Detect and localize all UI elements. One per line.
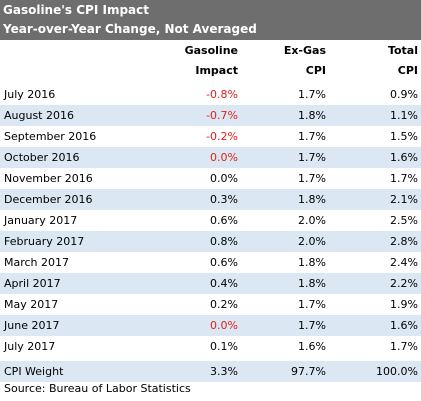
table-row: May 2017 0.2% 1.7% 1.9% — [0, 294, 421, 315]
table-row: December 2016 0.3% 1.8% 2.1% — [0, 189, 421, 210]
cell-total-cpi: 2.2% — [390, 277, 418, 290]
cell-total-cpi: 1.7% — [390, 340, 418, 353]
cell-gasoline-impact: 0.4% — [210, 277, 238, 290]
cell-gasoline-impact: 0.0% — [210, 151, 238, 164]
col-exgas-header-1: Ex-Gas — [283, 44, 326, 57]
cell-gasoline-impact: 0.8% — [210, 235, 238, 248]
cpi-weight-gasoline: 3.3% — [210, 365, 238, 378]
cell-gasoline-impact: 0.0% — [210, 319, 238, 332]
cpi-weight-total: 100.0% — [376, 365, 418, 378]
cell-gasoline-impact: -0.8% — [206, 88, 238, 101]
cell-exgas-cpi: 1.7% — [298, 151, 326, 164]
row-label: September 2016 — [4, 130, 97, 143]
table-row: October 2016 0.0% 1.7% 1.6% — [0, 147, 421, 168]
table-row: January 2017 0.6% 2.0% 2.5% — [0, 210, 421, 231]
cell-total-cpi: 1.6% — [390, 151, 418, 164]
col-total-header-2: CPI — [397, 64, 418, 77]
cell-total-cpi: 2.1% — [390, 193, 418, 206]
cell-total-cpi: 1.5% — [390, 130, 418, 143]
cell-exgas-cpi: 1.8% — [298, 193, 326, 206]
table-title: Gasoline's CPI Impact — [3, 3, 149, 17]
cell-exgas-cpi: 2.0% — [298, 235, 326, 248]
cell-exgas-cpi: 1.7% — [298, 172, 326, 185]
cell-gasoline-impact: 0.6% — [210, 256, 238, 269]
row-label: October 2016 — [4, 151, 80, 164]
cell-exgas-cpi: 1.8% — [298, 256, 326, 269]
cell-exgas-cpi: 1.7% — [298, 88, 326, 101]
cell-total-cpi: 1.7% — [390, 172, 418, 185]
cell-gasoline-impact: 0.0% — [210, 172, 238, 185]
table-row: September 2016 -0.2% 1.7% 1.5% — [0, 126, 421, 147]
cell-gasoline-impact: 0.2% — [210, 298, 238, 311]
cell-gasoline-impact: 0.3% — [210, 193, 238, 206]
table-row: March 2017 0.6% 1.8% 2.4% — [0, 252, 421, 273]
cell-total-cpi: 0.9% — [390, 88, 418, 101]
table-row: February 2017 0.8% 2.0% 2.8% — [0, 231, 421, 252]
cell-exgas-cpi: 1.7% — [298, 130, 326, 143]
cpi-weight-exgas: 97.7% — [291, 365, 326, 378]
row-label: March 2017 — [4, 256, 70, 269]
cell-total-cpi: 2.8% — [390, 235, 418, 248]
table-row: July 2016 -0.8% 1.7% 0.9% — [0, 84, 421, 105]
col-exgas-header-2: CPI — [305, 64, 326, 77]
cell-total-cpi: 2.4% — [390, 256, 418, 269]
table-header-banner: Gasoline's CPI Impact Year-over-Year Cha… — [0, 0, 421, 40]
cell-gasoline-impact: -0.7% — [206, 109, 238, 122]
row-label: August 2016 — [4, 109, 74, 122]
cell-exgas-cpi: 1.8% — [298, 109, 326, 122]
cell-exgas-cpi: 2.0% — [298, 214, 326, 227]
row-label: July 2016 — [4, 88, 56, 101]
col-gasoline-header-2: Impact — [195, 64, 238, 77]
cell-exgas-cpi: 1.7% — [298, 319, 326, 332]
row-label: May 2017 — [4, 298, 59, 311]
row-label: June 2017 — [4, 319, 60, 332]
cell-total-cpi: 1.1% — [390, 109, 418, 122]
cell-gasoline-impact: 0.1% — [210, 340, 238, 353]
col-total-header-1: Total — [387, 44, 418, 57]
table-row: April 2017 0.4% 1.8% 2.2% — [0, 273, 421, 294]
table-row: June 2017 0.0% 1.7% 1.6% — [0, 315, 421, 336]
col-gasoline-header-1: Gasoline — [184, 44, 238, 57]
row-label: December 2016 — [4, 193, 93, 206]
row-label: July 2017 — [4, 340, 56, 353]
cpi-weight-label: CPI Weight — [4, 365, 64, 378]
source-note: Source: Bureau of Labor Statistics — [4, 382, 191, 395]
cpi-weight-row: CPI Weight 3.3% 97.7% 100.0% — [0, 361, 421, 382]
cell-exgas-cpi: 1.8% — [298, 277, 326, 290]
row-label: January 2017 — [4, 214, 78, 227]
cell-gasoline-impact: -0.2% — [206, 130, 238, 143]
cell-total-cpi: 1.9% — [390, 298, 418, 311]
cell-total-cpi: 1.6% — [390, 319, 418, 332]
row-label: April 2017 — [4, 277, 61, 290]
table-row: August 2016 -0.7% 1.8% 1.1% — [0, 105, 421, 126]
row-label: February 2017 — [4, 235, 85, 248]
row-label: November 2016 — [4, 172, 93, 185]
table-subtitle: Year-over-Year Change, Not Averaged — [3, 22, 257, 36]
cell-exgas-cpi: 1.6% — [298, 340, 326, 353]
cell-exgas-cpi: 1.7% — [298, 298, 326, 311]
table-row: November 2016 0.0% 1.7% 1.7% — [0, 168, 421, 189]
cell-total-cpi: 2.5% — [390, 214, 418, 227]
cell-gasoline-impact: 0.6% — [210, 214, 238, 227]
table-row: July 2017 0.1% 1.6% 1.7% — [0, 336, 421, 357]
